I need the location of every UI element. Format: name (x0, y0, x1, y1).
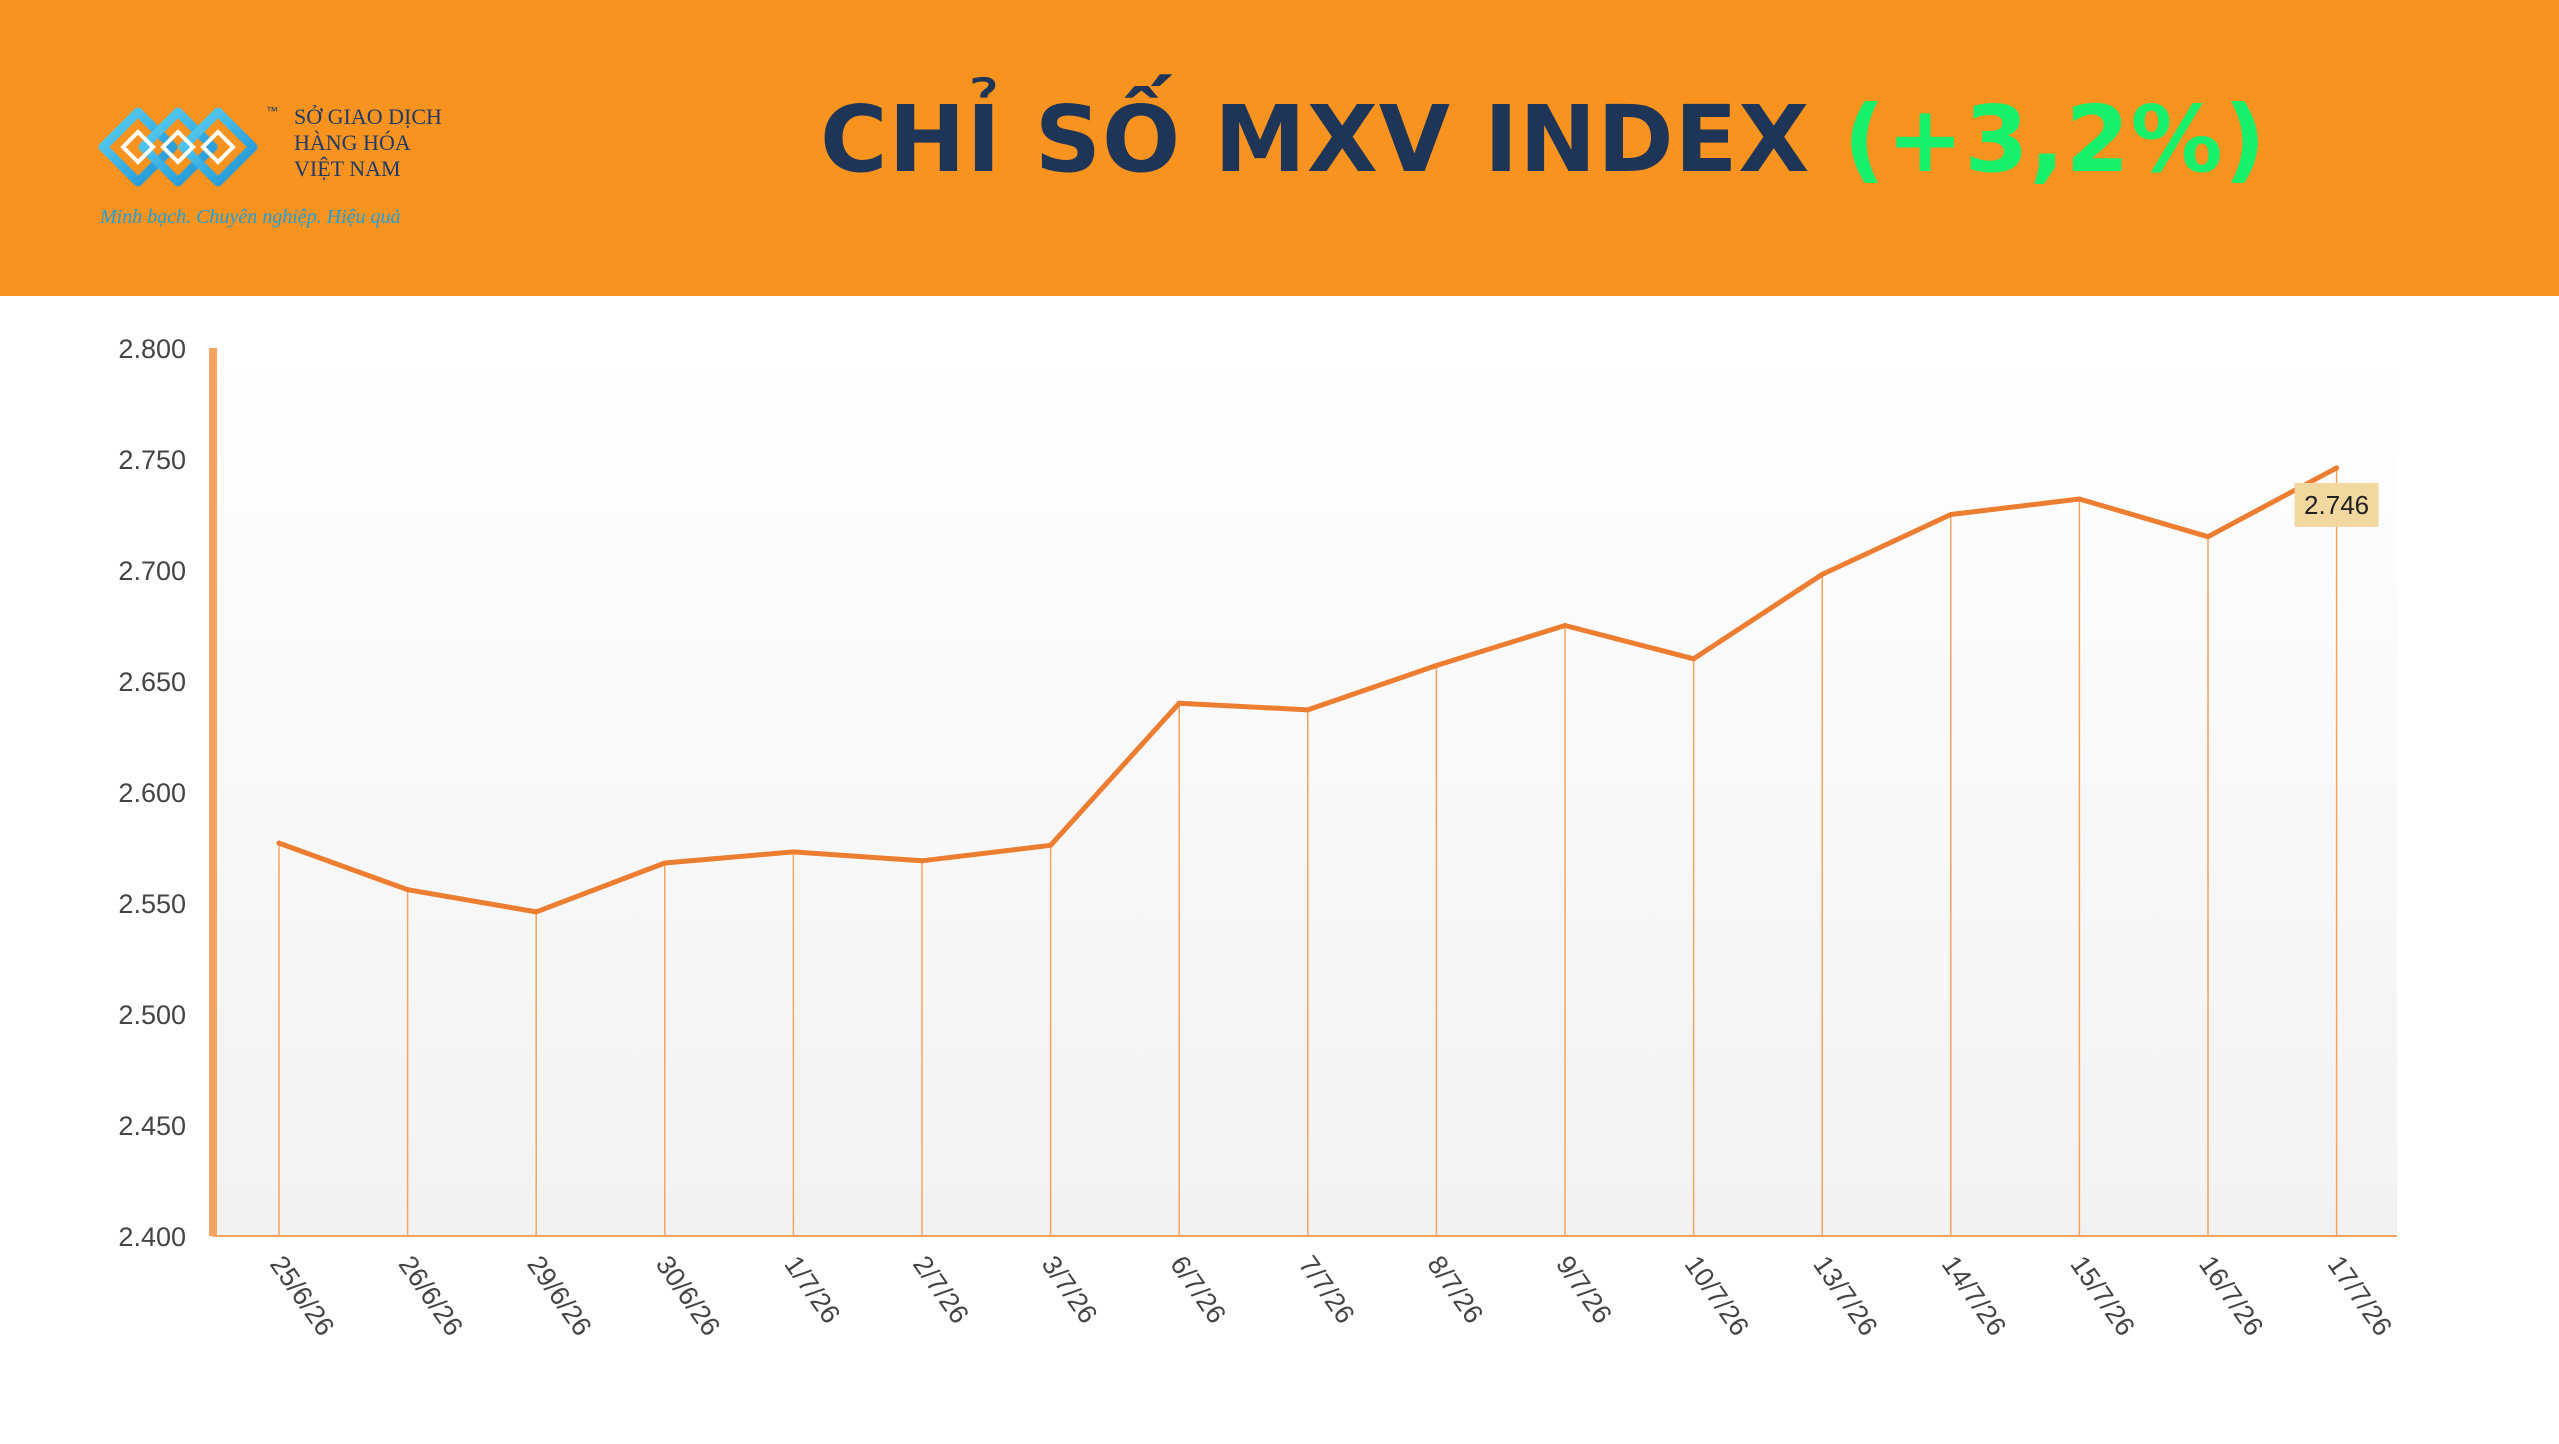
mxv-logo-icon (98, 107, 258, 187)
x-tick-label: 3/7/26 (1036, 1250, 1104, 1329)
x-tick-label: 13/7/26 (1807, 1250, 1883, 1341)
x-tick-label: 25/6/26 (264, 1250, 340, 1341)
data-point (919, 858, 925, 864)
mxv-logo: ™ SỞ GIAO DỊCH HÀNG HÓA VIỆT NAM Minh bạ… (98, 94, 498, 244)
logo-slogan: Minh bạch. Chuyên nghiệp. Hiệu quả (100, 206, 401, 228)
y-tick-labels: 2.800 2.750 2.700 2.650 2.600 2.550 2.500 2.450… (118, 334, 186, 1252)
data-point (1048, 842, 1054, 848)
data-point (1691, 656, 1697, 662)
chart-area: 2.800 2.750 2.700 2.650 2.600 2.550 2.500 2.450… (0, 296, 2559, 1439)
data-point (1562, 623, 1568, 628)
y-tick-label: 2.800 (118, 334, 186, 364)
data-point (1819, 571, 1825, 577)
y-tick-label: 2.750 (118, 445, 186, 475)
trademark-mark: ™ (266, 104, 278, 118)
data-point (2205, 534, 2211, 540)
x-tick-label: 16/7/26 (2193, 1250, 2269, 1341)
x-tick-label: 29/6/26 (521, 1250, 597, 1341)
y-tick-label: 2.500 (118, 1000, 186, 1030)
y-tick-label: 2.450 (118, 1111, 186, 1141)
drop-lines (278, 467, 2338, 1236)
y-tick-label: 2.700 (118, 556, 186, 586)
logo-wordmark: SỞ GIAO DỊCH HÀNG HÓA VIỆT NAM (294, 104, 442, 182)
x-tick-label: 6/7/26 (1164, 1250, 1232, 1329)
data-points (276, 465, 2340, 915)
y-tick-label: 2.650 (118, 667, 186, 697)
last-value-label-box (2294, 482, 2379, 527)
last-value-label-text: 2.746 (2304, 490, 2369, 520)
x-tick-label: 9/7/26 (1550, 1250, 1618, 1329)
data-point (2334, 465, 2340, 471)
x-tick-label: 10/7/26 (1679, 1250, 1755, 1341)
x-tick-label: 26/6/26 (393, 1250, 469, 1341)
y-tick-label: 2.550 (118, 889, 186, 919)
data-point (662, 860, 668, 866)
logo-line-2: HÀNG HÓA (294, 130, 411, 155)
data-point (2076, 496, 2082, 502)
x-tick-label: 17/7/26 (2322, 1250, 2398, 1341)
data-point (1948, 512, 1954, 517)
header-banner: ™ SỞ GIAO DỊCH HÀNG HÓA VIỆT NAM Minh bạ… (0, 0, 2559, 296)
x-tick-labels: 25/6/26 26/6/26 29/6/26 30/6/26 1/7/26 2/7/26… (264, 1250, 2398, 1341)
data-point (1305, 707, 1311, 713)
x-tick-label: 2/7/26 (907, 1250, 975, 1329)
line-chart: 2.800 2.750 2.700 2.650 2.600 2.550 2.500 2.450… (118, 334, 2398, 1341)
y-tick-label: 2.600 (118, 778, 186, 808)
logo-line-3: VIỆT NAM (294, 156, 401, 181)
x-tick-label: 30/6/26 (650, 1250, 726, 1341)
title-text: CHỈ SỐ MXV INDEX (820, 86, 1811, 193)
plot-background (212, 348, 2397, 1236)
x-tick-label: 1/7/26 (778, 1250, 846, 1329)
x-tick-label: 8/7/26 (1421, 1250, 1489, 1329)
y-tick-label: 2.400 (118, 1222, 186, 1252)
data-point (533, 909, 539, 915)
logo-line-1: SỞ GIAO DỊCH (294, 104, 442, 129)
data-point (405, 887, 411, 893)
data-point (1433, 662, 1439, 668)
data-point (790, 849, 796, 855)
y-axis-line (209, 348, 217, 1236)
x-tick-label: 7/7/26 (1293, 1250, 1361, 1329)
data-point (276, 840, 282, 846)
data-point (1176, 700, 1182, 706)
page-title: CHỈ SỐ MXV INDEX (+3,2%) (820, 80, 2267, 200)
x-tick-label: 15/7/26 (2064, 1250, 2140, 1341)
last-value-label: 2.746 (2294, 482, 2379, 527)
x-tick-label: 14/7/26 (1936, 1250, 2012, 1341)
title-change-percent: (+3,2%) (1843, 86, 2267, 193)
